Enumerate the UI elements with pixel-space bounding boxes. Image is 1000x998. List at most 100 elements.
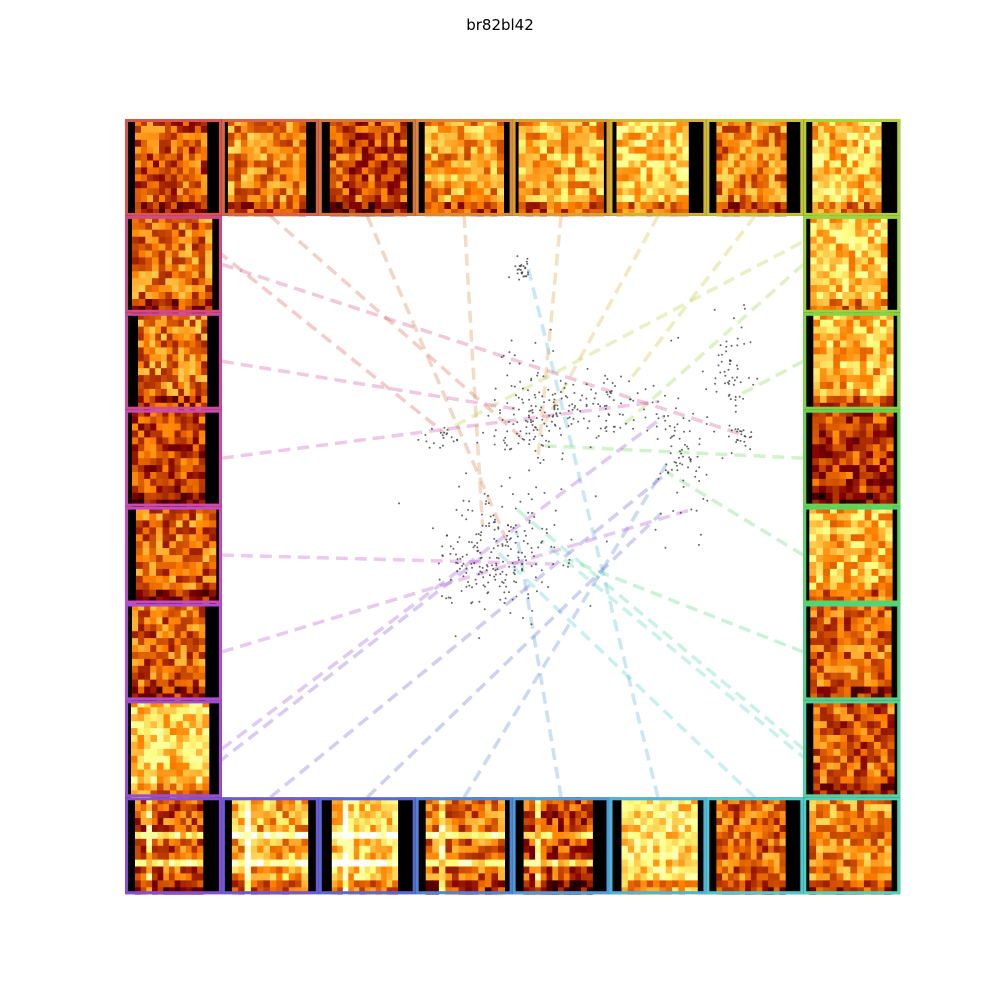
scatter-point xyxy=(506,430,509,433)
scatter-point xyxy=(567,562,570,565)
scatter-point xyxy=(499,573,502,575)
scatter-point xyxy=(398,502,401,505)
scatter-point xyxy=(494,387,497,390)
scatter-point xyxy=(492,514,495,517)
connector-line xyxy=(542,443,804,460)
scatter-point xyxy=(698,466,701,469)
scatter-point xyxy=(727,368,730,371)
scatter-point xyxy=(465,518,468,521)
scatter-point xyxy=(516,255,519,258)
scatter-point xyxy=(606,393,609,396)
scatter-point xyxy=(518,265,521,267)
scatter-point xyxy=(603,405,606,407)
scatter-point xyxy=(742,429,745,432)
scatter-point xyxy=(517,556,520,559)
scatter-point xyxy=(672,510,675,512)
scatter-point xyxy=(465,472,468,475)
scatter-point xyxy=(508,591,510,594)
scatter-point xyxy=(539,462,542,464)
spectrogram-tile xyxy=(221,119,319,217)
scatter-point xyxy=(479,570,482,573)
scatter-point xyxy=(688,419,691,422)
scatter-point xyxy=(729,398,732,401)
scatter-point xyxy=(528,398,531,401)
scatter-point xyxy=(535,417,538,419)
scatter-point xyxy=(553,524,556,526)
scatter-point xyxy=(743,435,746,437)
scatter-point xyxy=(482,431,485,434)
spectrogram-tile xyxy=(125,119,222,217)
scatter-point xyxy=(492,567,495,570)
scatter-point xyxy=(589,605,592,607)
scatter-point xyxy=(713,430,716,433)
scatter-point xyxy=(485,564,488,566)
scatter-point xyxy=(459,557,462,560)
scatter-point xyxy=(548,446,550,448)
spectrogram-tile xyxy=(125,312,222,411)
scatter-point xyxy=(547,388,550,391)
scatter-point xyxy=(486,565,489,568)
scatter-point xyxy=(669,425,671,427)
spectrogram-tile xyxy=(415,797,513,895)
scatter-point xyxy=(552,563,555,565)
scatter-point xyxy=(682,417,685,420)
scatter-point xyxy=(690,508,693,511)
scatter-point xyxy=(470,541,473,544)
scatter-point xyxy=(533,555,535,558)
scatter-point xyxy=(536,374,539,377)
scatter-point xyxy=(628,380,630,383)
scatter-point xyxy=(487,591,490,594)
scatter-point xyxy=(500,485,503,488)
scatter-point xyxy=(656,438,659,440)
scatter-point xyxy=(749,448,752,451)
scatter-point xyxy=(698,437,701,440)
scatter-point xyxy=(513,354,516,357)
scatter-point xyxy=(719,371,722,374)
scatter-point xyxy=(470,562,473,565)
scatter-point xyxy=(528,443,531,446)
spectrogram-tile xyxy=(803,119,901,217)
scatter-point xyxy=(525,426,528,429)
scatter-point xyxy=(740,430,743,433)
scatter-point xyxy=(534,449,537,452)
spectrogram-tile xyxy=(803,797,901,895)
scatter-point xyxy=(501,543,504,546)
scatter-point xyxy=(532,420,534,423)
scatter-point xyxy=(540,406,543,409)
scatter-point xyxy=(456,438,459,441)
scatter-point xyxy=(675,461,678,464)
scatter-point xyxy=(553,546,556,549)
scatter-point xyxy=(497,527,500,530)
scatter-point xyxy=(458,485,461,488)
scatter-point xyxy=(541,395,544,398)
scatter-point xyxy=(505,585,507,588)
scatter-point xyxy=(495,556,498,559)
scatter-point xyxy=(442,436,445,439)
scatter-point xyxy=(445,597,448,600)
scatter-point xyxy=(524,534,527,537)
scatter-point xyxy=(473,544,476,547)
spectrogram-tile xyxy=(318,119,416,217)
scatter-point xyxy=(738,395,741,398)
scatter-point xyxy=(530,498,533,501)
scatter-point xyxy=(552,350,555,352)
spectrogram-tile xyxy=(512,797,610,895)
scatter-point xyxy=(515,595,518,598)
scatter-point xyxy=(522,401,525,404)
scatter-point xyxy=(671,435,674,438)
scatter-point xyxy=(531,609,534,612)
scatter-point xyxy=(476,542,479,544)
scatter-point xyxy=(673,426,676,429)
scatter-point xyxy=(452,547,455,550)
scatter-point xyxy=(543,422,546,425)
scatter-point xyxy=(504,544,507,547)
connector-line xyxy=(542,215,660,425)
scatter-point xyxy=(552,401,555,404)
scatter-point xyxy=(748,376,750,379)
scatter-point xyxy=(524,266,527,269)
scatter-point xyxy=(613,425,616,428)
scatter-point xyxy=(514,524,517,527)
scatter-point xyxy=(542,375,545,378)
scatter-point xyxy=(715,390,718,393)
